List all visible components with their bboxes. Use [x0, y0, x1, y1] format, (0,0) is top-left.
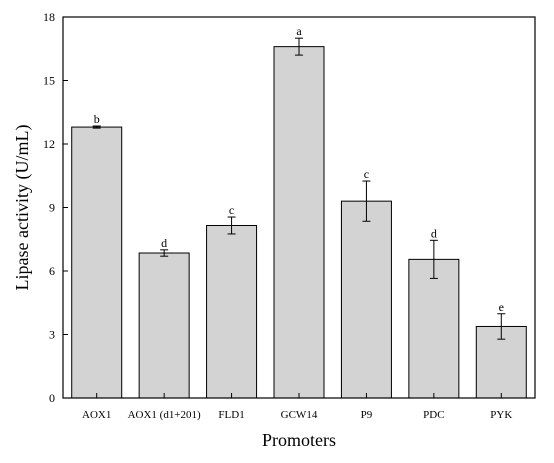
significance-label: c — [364, 167, 369, 181]
bar — [138, 252, 190, 399]
bar — [273, 46, 325, 399]
significance-label: c — [229, 203, 234, 217]
significance-label: e — [499, 300, 504, 314]
x-tick-label: AOX1 — [82, 409, 111, 421]
plot-frame — [62, 16, 536, 399]
significance-label: d — [161, 236, 167, 250]
error-bar — [429, 239, 438, 279]
error-bar — [497, 313, 506, 340]
significance-label: b — [94, 112, 100, 126]
error-bar — [295, 37, 303, 56]
x-tick-label: GCW14 — [281, 409, 318, 421]
error-bars-group — [92, 37, 506, 340]
bars-group — [71, 46, 527, 399]
y-tick-label: 3 — [49, 328, 55, 342]
error-bar — [227, 216, 236, 235]
x-axis-categories: AOX1 AOX1 (d1+201) FLD1 GCW14 P9 PDC PYK — [82, 393, 512, 421]
x-tick-label: FLD1 — [218, 409, 244, 421]
y-tick-label: 12 — [43, 137, 55, 151]
x-tick-label: P9 — [361, 409, 373, 421]
y-tick-label: 6 — [49, 264, 55, 278]
significance-labels-group: b d c a c d e — [94, 24, 504, 314]
y-axis-title: Lipase activity (U/mL) — [12, 125, 33, 291]
y-tick-label: 15 — [43, 74, 55, 88]
bar — [71, 126, 123, 399]
y-tick-label: 0 — [49, 391, 55, 405]
x-tick-label: PDC — [423, 409, 444, 421]
error-bar — [92, 125, 101, 129]
significance-label: d — [431, 226, 437, 240]
y-tick-label: 9 — [49, 201, 55, 215]
y-axis-ticks: 0 3 6 9 12 15 18 — [43, 10, 68, 405]
y-tick-label: 18 — [43, 10, 55, 24]
bar — [340, 200, 392, 399]
bar — [408, 258, 460, 399]
x-axis-title: Promoters — [262, 430, 336, 450]
error-bar — [362, 180, 371, 222]
error-bar — [160, 249, 169, 257]
x-tick-label: PYK — [490, 409, 512, 421]
significance-label: a — [296, 24, 302, 38]
bar — [206, 224, 258, 399]
x-tick-label: AOX1 (d1+201) — [128, 409, 201, 421]
